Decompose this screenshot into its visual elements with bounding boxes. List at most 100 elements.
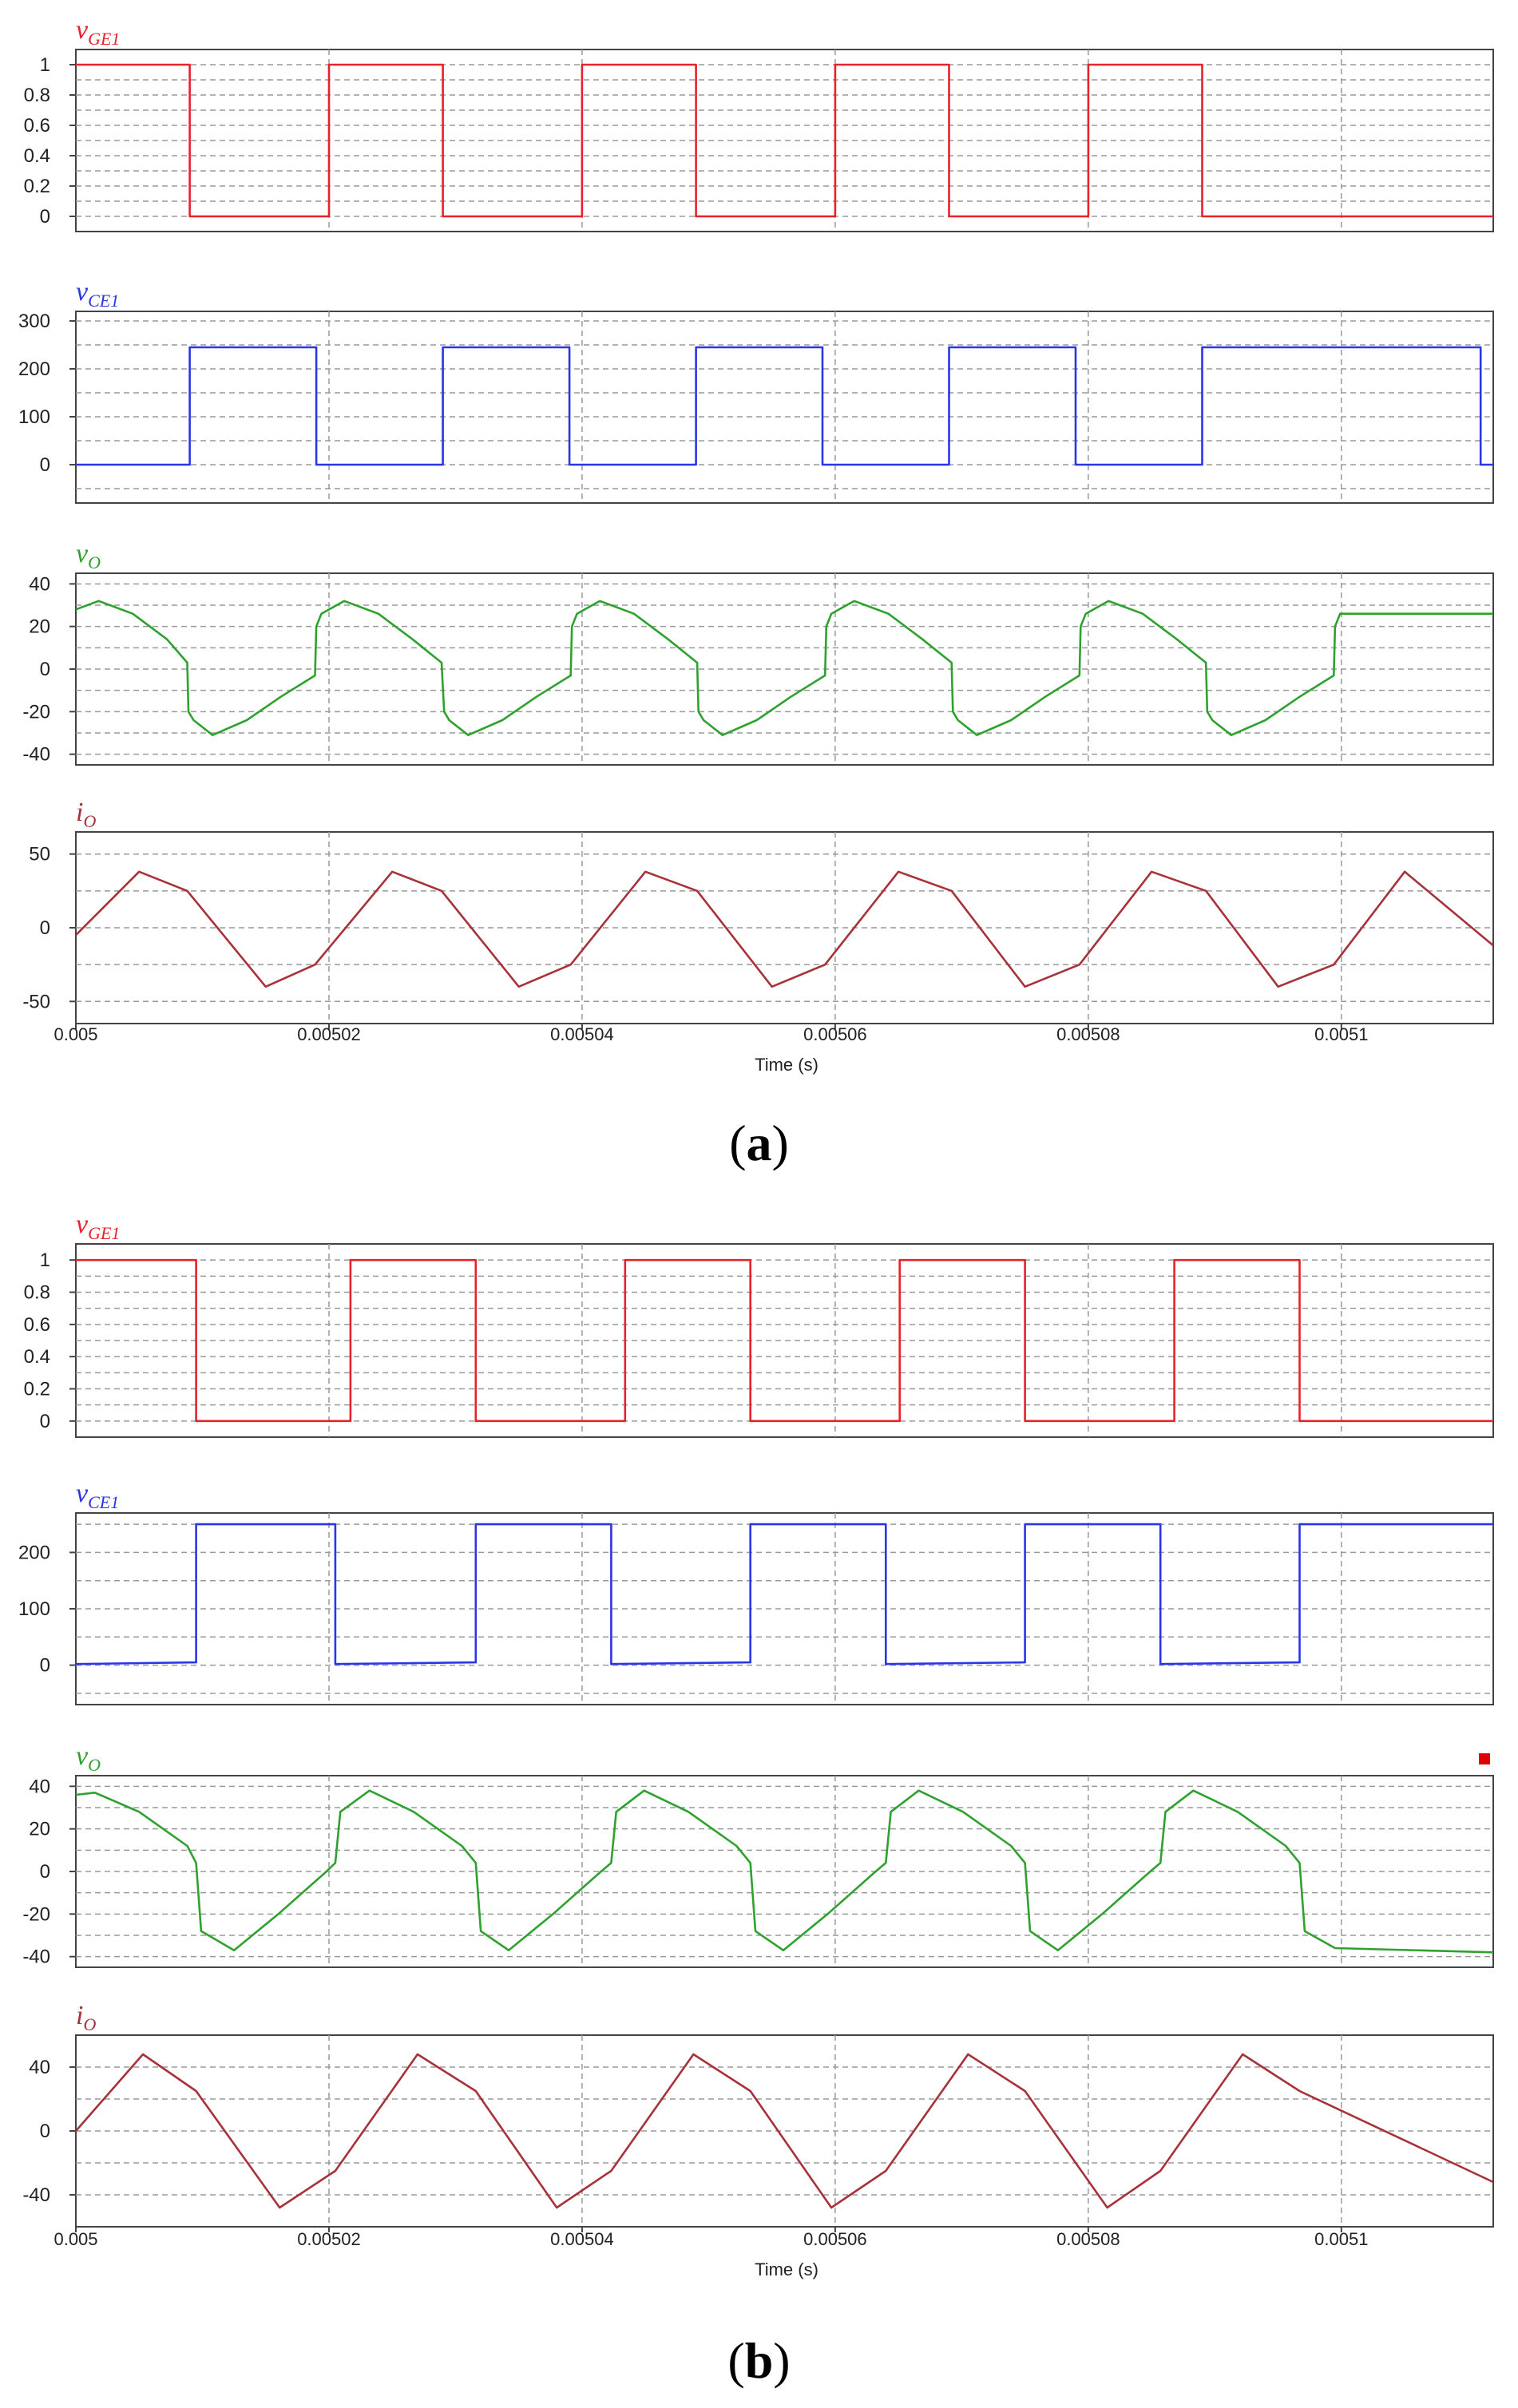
panel-label-b-close: ) xyxy=(773,2332,791,2389)
y-tick-label: 0 xyxy=(40,659,50,680)
subplot-title-main: i xyxy=(76,798,83,827)
subplot-title: vGE1 xyxy=(76,15,120,49)
series-line-b-v-o xyxy=(75,1789,1494,1954)
x-tick-label: 0.005 xyxy=(54,1024,97,1044)
series-line-a-v-o xyxy=(75,600,1493,737)
subplot-title-main: v xyxy=(76,1210,89,1239)
y-tick-label: 1 xyxy=(40,54,50,76)
panel-label-a-letter: a xyxy=(746,1115,772,1171)
subplot-a-v-o: -40 -20 0 20 40 vO xyxy=(22,539,1494,766)
subplot-title-sub: CE1 xyxy=(88,291,119,311)
subplot-a-v-ce1: 0 100 200 300 vCE1 xyxy=(18,277,1494,504)
y-tick-label: 0.8 xyxy=(24,85,50,106)
subplot-title: iO xyxy=(76,2001,96,2034)
y-tick-label: 40 xyxy=(29,573,50,595)
x-tick-label: 0.00504 xyxy=(550,2229,614,2249)
x-tick-label: 0.00506 xyxy=(803,2229,867,2249)
x-tick-label: 0.00508 xyxy=(1056,1024,1120,1044)
y-tick-label: 1 xyxy=(40,1250,50,1271)
x-tick-label: 0.00504 xyxy=(550,1024,614,1044)
subplot-a-v-ge1: 0 0.2 0.4 0.6 0.8 1 vGE1 xyxy=(24,15,1494,232)
y-tick-label: -40 xyxy=(22,2184,50,2206)
y-tick-label: 40 xyxy=(29,2057,50,2078)
x-tick-label: 0.00508 xyxy=(1056,2229,1120,2249)
subplot-title: vCE1 xyxy=(76,277,119,311)
subplot-title-sub: O xyxy=(83,2014,96,2034)
x-tick-label: 0.00506 xyxy=(803,1024,867,1044)
subplot-b-v-ge1: 0 0.2 0.4 0.6 0.8 1 vGE1 xyxy=(24,1210,1494,1438)
y-tick-label: 0 xyxy=(40,1861,50,1883)
y-tick-label: 0 xyxy=(40,2121,50,2142)
y-tick-label: -40 xyxy=(22,1947,50,1968)
subplot-title: vGE1 xyxy=(76,1210,120,1243)
series-line-a-v-ce1 xyxy=(76,346,1493,466)
y-tick-label: 0 xyxy=(40,454,50,476)
y-tick-label: 100 xyxy=(18,406,50,428)
subplot-title: vCE1 xyxy=(76,1479,119,1512)
y-tick-label: 20 xyxy=(29,616,50,638)
y-tick-label: 0.8 xyxy=(24,1282,50,1304)
subplot-title-main: v xyxy=(76,1741,89,1771)
panel-label-a-close: ) xyxy=(771,1115,789,1171)
series-line-b-v-ce1 xyxy=(75,1523,1493,1665)
y-tick-label: -20 xyxy=(22,1903,50,1925)
y-tick-label: 0.6 xyxy=(24,1314,50,1336)
y-tick-label: 300 xyxy=(18,311,50,332)
x-tick-label: 0.0051 xyxy=(1314,2229,1368,2249)
status-marker xyxy=(1479,1753,1490,1764)
y-tick-label: 0 xyxy=(40,1411,50,1432)
y-tick-label: 0 xyxy=(40,206,50,228)
subplot-a-i-o: -50 0 50 iO xyxy=(22,798,1494,1024)
subplot-title-sub: CE1 xyxy=(88,1492,119,1512)
y-tick-label: 0.6 xyxy=(24,115,50,137)
panel-label-b-letter: b xyxy=(744,2332,774,2389)
x-tick-label: 0.00502 xyxy=(297,1024,361,1044)
subplot-b-v-ce1: 0 100 200 vCE1 xyxy=(18,1479,1494,1705)
subplot-title-sub: O xyxy=(88,1755,101,1775)
x-tick-label: 0.005 xyxy=(54,2229,97,2249)
panel-label-b-open: ( xyxy=(727,2332,745,2389)
subplot-title-sub: GE1 xyxy=(88,29,120,49)
y-tick-label: 0.2 xyxy=(24,176,50,197)
x-tick-label: 0.0051 xyxy=(1314,1024,1368,1044)
y-tick-label: 0 xyxy=(40,917,50,939)
y-tick-label: 0 xyxy=(40,1655,50,1677)
series-line-b-i-o xyxy=(75,2053,1494,2209)
y-tick-label: 0.4 xyxy=(24,145,50,167)
subplot-title-main: v xyxy=(76,277,89,307)
subplot-title-sub: O xyxy=(83,811,96,831)
subplot-title: vO xyxy=(76,539,101,572)
y-tick-label: 20 xyxy=(29,1819,50,1840)
subplot-title: vO xyxy=(76,1741,101,1775)
y-tick-label: 50 xyxy=(29,844,50,865)
panel-label-a-open: ( xyxy=(729,1115,747,1171)
subplot-title-main: v xyxy=(76,1479,89,1508)
subplot-title: iO xyxy=(76,798,96,831)
subplot-title-main: v xyxy=(76,15,89,45)
series-line-a-v-ge1 xyxy=(76,63,1493,218)
subplot-title-sub: GE1 xyxy=(88,1223,120,1243)
panel-label-a: (a) xyxy=(0,1114,1518,1173)
subplot-b-i-o: -40 0 40 iO xyxy=(22,2001,1494,2228)
x-axis-label: Time (s) xyxy=(755,2259,818,2279)
x-axis-label: Time (s) xyxy=(755,1055,818,1075)
y-tick-label: 40 xyxy=(29,1776,50,1797)
y-tick-label: 200 xyxy=(18,358,50,380)
plot-frame xyxy=(75,311,1494,504)
subplot-b-v-o: -40 -20 0 20 40 vO xyxy=(22,1741,1494,1968)
y-tick-label: 100 xyxy=(18,1598,50,1620)
series-line-b-v-ge1 xyxy=(76,1258,1493,1423)
y-tick-label: 0.4 xyxy=(24,1346,50,1368)
y-tick-label: -20 xyxy=(22,701,50,723)
panel-label-b: (b) xyxy=(0,2331,1518,2390)
y-tick-label: -40 xyxy=(22,744,50,766)
series-line-a-i-o xyxy=(75,870,1494,988)
y-tick-label: -50 xyxy=(22,991,50,1012)
y-tick-label: 0.2 xyxy=(24,1379,50,1400)
y-tick-label: 200 xyxy=(18,1542,50,1563)
x-tick-label: 0.00502 xyxy=(297,2229,361,2249)
subplot-title-main: v xyxy=(76,539,89,568)
subplot-title-main: i xyxy=(76,2001,83,2030)
subplot-title-sub: O xyxy=(88,552,101,572)
